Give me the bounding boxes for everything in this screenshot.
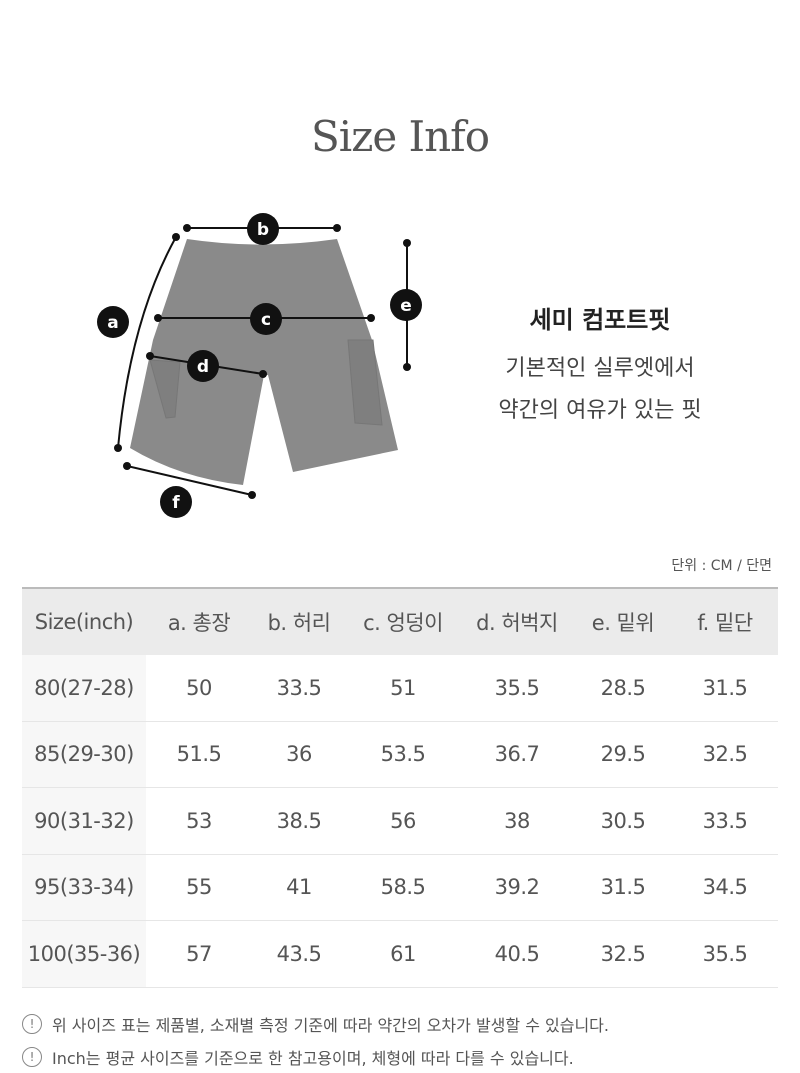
value-cell: 58.5 bbox=[380, 875, 426, 900]
size-cell: 95(33-34) bbox=[22, 854, 146, 921]
shorts-image bbox=[130, 239, 398, 485]
value-cell: 51.5 bbox=[176, 742, 222, 767]
info-circle-icon: ! bbox=[22, 1013, 42, 1034]
value-cell: 55 bbox=[186, 875, 212, 900]
size-cell: 90(31-32) bbox=[22, 787, 146, 854]
value-cell: 57 bbox=[186, 941, 212, 966]
label-d: d bbox=[187, 350, 219, 382]
label-f: f bbox=[160, 486, 192, 518]
info-circle-icon: ! bbox=[22, 1046, 42, 1067]
size-cell: 80(27-28) bbox=[22, 654, 146, 721]
note-text: 위 사이즈 표는 제품별, 소재별 측정 기준에 따라 약간의 오차가 발생할 … bbox=[52, 1015, 609, 1035]
table-row: 95(33-34) 55 41 58.5 39.2 31.5 34.5 bbox=[22, 854, 778, 921]
note-item: ! 위 사이즈 표는 제품별, 소재별 측정 기준에 따라 약간의 오차가 발생할… bbox=[22, 1007, 609, 1040]
table-header-row: Size(inch) a. 총장 b. 허리 c. 엉덩이 d. 허벅지 e. 밑위 f. … bbox=[22, 588, 778, 655]
value-cell: 38.5 bbox=[276, 808, 322, 833]
value-cell: 32.5 bbox=[600, 941, 646, 966]
value-cell: 33.5 bbox=[276, 675, 322, 700]
column-header: a. 총장 bbox=[167, 610, 231, 635]
svg-text:a: a bbox=[107, 313, 118, 333]
note-item: ! Inch는 평균 사이즈를 기준으로 한 참고용이며, 체형에 따라 다를 수… bbox=[22, 1040, 609, 1073]
shorts-measurement-diagram: a b c d e f bbox=[97, 213, 422, 518]
svg-text:b: b bbox=[257, 220, 269, 240]
unit-label: 단위 : CM / 단면 bbox=[671, 558, 772, 574]
table-row: 85(29-30) 51.5 36 53.5 36.7 29.5 32.5 bbox=[22, 721, 778, 788]
table-row: 100(35-36) 57 43.5 61 40.5 32.5 35.5 bbox=[22, 920, 778, 987]
value-cell: 38 bbox=[504, 808, 530, 833]
notes: ! 위 사이즈 표는 제품별, 소재별 측정 기준에 따라 약간의 오차가 발생할… bbox=[22, 1007, 609, 1073]
fit-name: 세미 컴포트핏 bbox=[529, 306, 671, 334]
fit-desc-line: 약간의 여유가 있는 핏 bbox=[498, 398, 702, 423]
value-cell: 31.5 bbox=[702, 675, 748, 700]
table-row: 80(27-28) 50 33.5 51 35.5 28.5 31.5 bbox=[22, 654, 778, 721]
value-cell: 35.5 bbox=[494, 675, 540, 700]
value-cell: 29.5 bbox=[600, 742, 646, 767]
table-row: 90(31-32) 53 38.5 56 38 30.5 33.5 bbox=[22, 787, 778, 854]
label-b: b bbox=[247, 213, 279, 245]
value-cell: 28.5 bbox=[600, 675, 646, 700]
value-cell: 33.5 bbox=[702, 808, 748, 833]
column-header: Size(inch) bbox=[34, 609, 134, 634]
value-cell: 51 bbox=[390, 675, 416, 700]
value-cell: 56 bbox=[390, 808, 416, 833]
size-cell: 100(35-36) bbox=[22, 920, 146, 987]
value-cell: 30.5 bbox=[600, 808, 646, 833]
value-cell: 53 bbox=[186, 808, 212, 833]
svg-text:f: f bbox=[172, 493, 180, 513]
label-e: e bbox=[390, 289, 422, 321]
value-cell: 35.5 bbox=[702, 941, 748, 966]
label-c: c bbox=[250, 303, 282, 335]
value-cell: 34.5 bbox=[702, 875, 748, 900]
value-cell: 50 bbox=[186, 675, 212, 700]
column-header: e. 밑위 bbox=[591, 610, 655, 635]
value-cell: 36 bbox=[286, 742, 312, 767]
value-cell: 61 bbox=[390, 941, 416, 966]
page-title: Size Info bbox=[310, 112, 490, 161]
column-header: f. 밑단 bbox=[697, 610, 753, 635]
column-header: d. 허벅지 bbox=[476, 610, 558, 635]
svg-text:e: e bbox=[400, 296, 412, 316]
column-header: b. 허리 bbox=[267, 610, 331, 635]
value-cell: 41 bbox=[286, 875, 312, 900]
value-cell: 39.2 bbox=[494, 875, 540, 900]
value-cell: 32.5 bbox=[702, 742, 748, 767]
value-cell: 40.5 bbox=[494, 941, 540, 966]
label-a: a bbox=[97, 306, 129, 338]
value-cell: 31.5 bbox=[600, 875, 646, 900]
value-cell: 53.5 bbox=[380, 742, 426, 767]
svg-text:c: c bbox=[261, 310, 271, 330]
size-cell: 85(29-30) bbox=[22, 721, 146, 788]
fit-description: 기본적인 실루엣에서 약간의 여유가 있는 핏 bbox=[460, 348, 740, 432]
value-cell: 43.5 bbox=[276, 941, 322, 966]
column-header: c. 엉덩이 bbox=[363, 610, 443, 635]
svg-text:d: d bbox=[197, 357, 209, 377]
value-cell: 36.7 bbox=[494, 742, 540, 767]
note-text: Inch는 평균 사이즈를 기준으로 한 참고용이며, 체형에 따라 다를 수 … bbox=[52, 1048, 574, 1068]
fit-desc-line: 기본적인 실루엣에서 bbox=[505, 356, 695, 381]
size-table: Size(inch) a. 총장 b. 허리 c. 엉덩이 d. 허벅지 e. 밑위 f. … bbox=[22, 587, 778, 988]
